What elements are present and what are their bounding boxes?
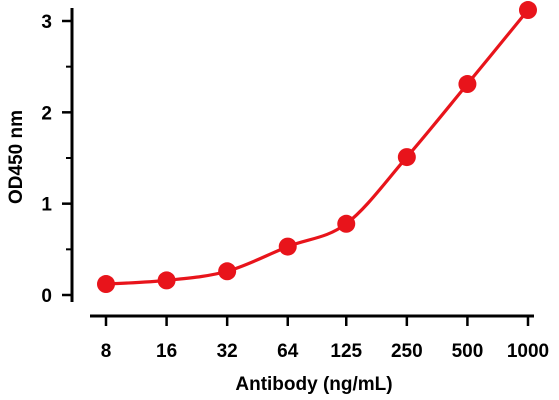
- data-point: [397, 148, 416, 167]
- y-tick-label: 0: [41, 286, 52, 307]
- y-tick-label: 3: [41, 12, 52, 33]
- data-point: [458, 75, 477, 94]
- data-point: [519, 1, 537, 20]
- x-tick-label: 64: [277, 341, 299, 362]
- y-tick-label: 1: [41, 195, 52, 216]
- y-axis: 0 1 2 3: [41, 8, 74, 307]
- y-axis-title: OD450 nm: [6, 110, 27, 204]
- x-tick-label: 500: [452, 341, 484, 362]
- x-axis-title: Antibody (ng/mL): [235, 374, 392, 395]
- x-tick-label: 16: [156, 341, 177, 362]
- x-tick-label: 8: [101, 341, 112, 362]
- x-tick-label: 125: [330, 341, 362, 362]
- data-point: [218, 262, 237, 281]
- data-point: [278, 237, 297, 256]
- y-tick-label: 2: [41, 103, 52, 124]
- x-tick-label: 32: [217, 341, 238, 362]
- data-point: [97, 275, 115, 294]
- data-point: [337, 214, 356, 233]
- x-axis: 8 16 32 64 125 250 500 1000: [90, 314, 549, 362]
- x-tick-label: 250: [391, 341, 423, 362]
- plot-area: [97, 1, 537, 294]
- x-tick-label: 1000: [507, 341, 549, 362]
- series-line: [104, 8, 530, 286]
- data-point: [157, 271, 176, 290]
